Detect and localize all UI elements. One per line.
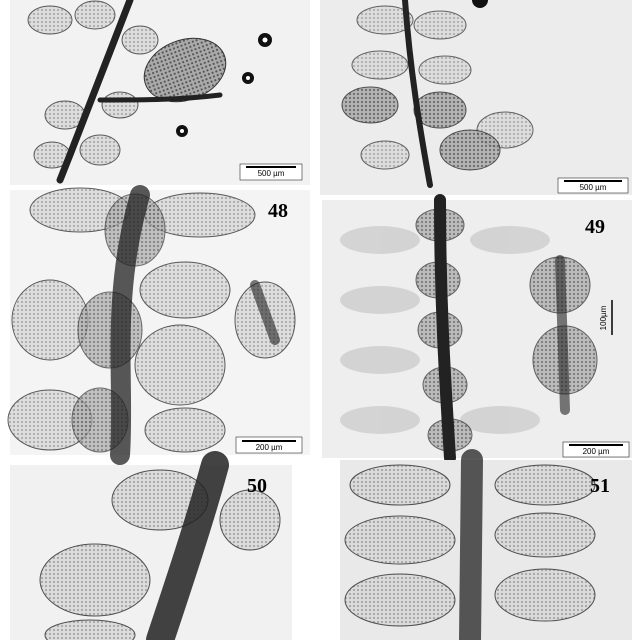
panel-label: 49 — [585, 216, 605, 238]
scale-bar-label: 200 µm — [256, 443, 283, 452]
scale-bar-label: 100µm — [599, 305, 608, 330]
panel: 48 200 µm — [7, 185, 310, 465]
panel-label: 51 — [590, 475, 610, 497]
scale-bar-label: 500 µm — [580, 183, 607, 192]
panel: 49 100µm 200 µm — [322, 194, 632, 464]
panel: 50 — [10, 451, 292, 640]
scale-bar-label: 500 µm — [258, 169, 285, 178]
panel: 500 µm — [10, 0, 310, 185]
panel-label: 50 — [247, 475, 267, 497]
panel: 51 — [340, 449, 632, 640]
scale-bar-label: 200 µm — [583, 447, 610, 456]
panel: 500 µm — [320, 0, 632, 195]
panel-label: 48 — [268, 200, 288, 222]
